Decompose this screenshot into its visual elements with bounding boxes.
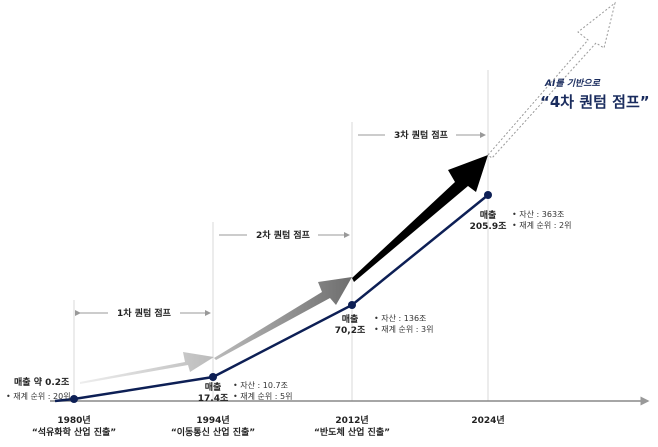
year-1994: 1994년: [196, 414, 229, 426]
rank-2012: • 재계 순위 : 3위: [374, 324, 433, 334]
jump-arrow-2: [214, 277, 352, 360]
point-1994: [209, 373, 217, 381]
future-title: “4차 퀀텀 점프”: [540, 93, 650, 111]
sales-value-2012: 70,2조: [335, 325, 366, 336]
sales-value-1994: 17.4조: [198, 393, 229, 404]
rank-1980: • 재계 순위 : 20위: [6, 391, 71, 401]
year-2024: 2024년: [471, 414, 504, 426]
point-1980: [70, 395, 78, 403]
jump-1-label: 1차 퀀텀 점프: [117, 307, 172, 319]
sales-label-2012: 매출: [342, 313, 359, 325]
year-2012: 2012년: [335, 414, 368, 426]
assets-2012: • 자산 : 136조: [374, 313, 426, 323]
future-subtitle: AI를 기반으로: [544, 78, 601, 89]
assets-2024: • 자산 : 363조: [512, 209, 564, 219]
assets-1994: • 자산 : 10.7조: [233, 380, 288, 390]
sales-value-2024: 205.9조: [470, 221, 507, 232]
gridlines: [73, 70, 489, 401]
sales-1980: 매출 약 0.2조: [14, 376, 70, 388]
sales-line: [54, 194, 489, 403]
desc-1994: “이동통신 산업 진출”: [171, 426, 255, 438]
desc-1980: “석유화학 산업 진출”: [32, 426, 116, 438]
year-1980: 1980년: [57, 414, 90, 426]
jump-3-label: 3차 퀀텀 점프: [394, 129, 449, 141]
point-2024: [484, 191, 492, 199]
point-2012: [348, 301, 356, 309]
future-arrow: [487, 1, 616, 159]
rank-1994: • 재계 순위 : 5위: [233, 391, 292, 401]
rank-2024: • 재계 순위 : 2위: [512, 220, 571, 230]
sales-label-2024: 매출: [480, 209, 497, 221]
jump-brackets: [75, 132, 486, 316]
jump-2-label: 2차 퀀텀 점프: [256, 229, 311, 241]
desc-2012: “반도체 산업 진출”: [314, 426, 390, 438]
jump-arrow-3: [352, 155, 488, 282]
sales-label-1994: 매출: [205, 381, 222, 393]
jump-arrow-1: [80, 352, 214, 384]
